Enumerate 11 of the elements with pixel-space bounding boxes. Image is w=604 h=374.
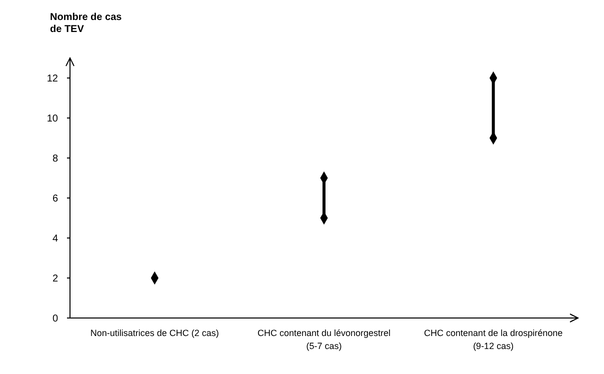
y-tick-label: 6 xyxy=(52,194,58,204)
x-tick-label: CHC contenant du lévonorgestrel (5-7 cas) xyxy=(257,328,391,351)
y-tick-label: 12 xyxy=(46,74,58,84)
y-tick-label: 2 xyxy=(52,274,58,284)
x-tick-label: CHC contenant de la drospirénone (9-12 cas) xyxy=(424,328,563,351)
x-tick-label: Non-utilisatrices de CHC (2 cas) xyxy=(90,328,219,338)
y-axis-title: Nombre de cas de TEV xyxy=(50,12,122,35)
y-tick-label: 0 xyxy=(52,314,58,324)
y-tick-label: 8 xyxy=(52,154,58,164)
y-tick-label: 10 xyxy=(46,114,58,124)
y-tick-label: 4 xyxy=(52,234,58,244)
